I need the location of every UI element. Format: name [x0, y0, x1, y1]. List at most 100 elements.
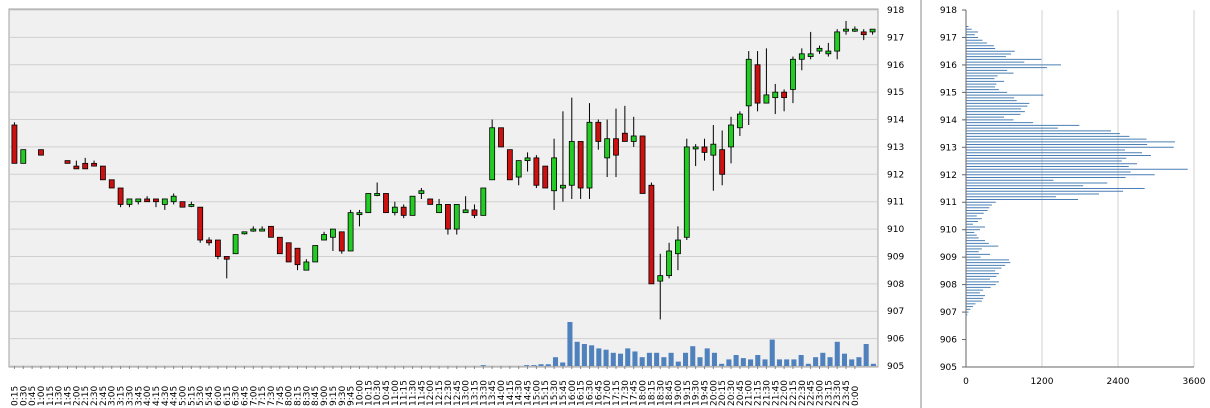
volume-bar	[805, 363, 811, 366]
volume-bar	[726, 359, 732, 366]
volume-profile-panel: 905 906 907 908 909 910 911 912 913 914 915 916 917 9…	[940, 6, 1206, 387]
volume-bar	[748, 359, 754, 366]
candle-body	[179, 201, 186, 208]
time-tick-label: 6:45	[240, 386, 250, 406]
time-tick-label: 14:00	[497, 380, 507, 406]
candle-body	[719, 149, 726, 175]
time-tick-label: 10:30	[373, 380, 383, 406]
candle-body	[745, 58, 752, 107]
candle-body	[675, 239, 681, 255]
time-tick-label: 21:15	[754, 380, 764, 406]
candle-body	[108, 179, 115, 189]
time-tick-label: 20:00	[709, 380, 719, 406]
price-tick-label: 916	[887, 61, 904, 71]
time-tick-label: 23:15	[824, 380, 834, 406]
volume-bar	[820, 352, 826, 366]
candle-body	[657, 275, 664, 282]
time-tick-label: 10:45	[382, 380, 392, 406]
profile-price-tick-label: 914	[940, 116, 957, 126]
volume-bar	[560, 362, 566, 366]
volume-bar	[827, 357, 833, 366]
time-tick-label: 8:30	[302, 386, 312, 406]
time-tick-label: 13:30	[479, 380, 489, 406]
candle-body	[834, 31, 841, 52]
candle-body	[825, 50, 832, 55]
candle-body	[126, 198, 133, 205]
volume-bar	[704, 348, 710, 366]
volume-bar	[552, 357, 559, 366]
price-tick-label: 914	[887, 116, 904, 126]
time-tick-label: 3:00	[108, 386, 118, 406]
time-tick-label: 22:45	[807, 380, 817, 406]
volume-bar	[625, 348, 631, 366]
time-tick-label: 1:00	[37, 386, 47, 406]
profile-price-tick-label: 916	[940, 61, 957, 71]
profile-price-tick-label: 909	[940, 253, 957, 263]
time-tick-label: 20:45	[736, 380, 746, 406]
candle-body	[232, 234, 239, 255]
price-tick-label: 905	[887, 362, 904, 372]
time-tick-label: 0:00	[851, 386, 861, 406]
time-tick-label: 3:30	[125, 386, 135, 406]
candle-body	[144, 198, 151, 203]
profile-price-tick-label: 918	[940, 6, 957, 16]
volume-bar	[531, 365, 537, 366]
profile-price-labels: 905 906 907 908 909 910 911 912 913 914 915 916 917 9…	[940, 6, 966, 373]
volume-bar	[683, 352, 689, 366]
time-axis-labels: 0:150:300:451:001:151:301:452:002:152:30…	[10, 366, 861, 406]
candle-body	[391, 206, 398, 214]
time-tick-label: 11:30	[409, 380, 419, 406]
time-tick-label: 9:15	[329, 386, 339, 406]
candle-body	[365, 193, 372, 214]
time-tick-label: 16:45	[594, 380, 604, 406]
volume-bar	[574, 341, 580, 366]
time-tick-label: 22:00	[780, 380, 790, 406]
time-tick-label: 23:30	[833, 380, 843, 406]
volume-bar	[646, 352, 652, 366]
time-tick-label: 6:15	[223, 386, 233, 406]
price-tick-label: 912	[887, 170, 904, 180]
volume-bar	[856, 357, 862, 366]
candle-body	[250, 228, 257, 232]
candle-body	[436, 204, 442, 214]
time-tick-label: 23:00	[815, 380, 825, 406]
time-tick-label: 10:00	[355, 380, 365, 406]
volume-bar	[675, 361, 681, 366]
time-tick-label: 4:30	[161, 386, 171, 406]
candle-body	[595, 121, 602, 142]
volume-bar	[661, 357, 667, 366]
volume-bar	[617, 353, 624, 366]
price-tick-label: 906	[887, 335, 904, 345]
candle-body	[276, 236, 283, 255]
time-tick-label: 4:15	[152, 386, 162, 406]
candle-body	[489, 127, 496, 181]
volume-bars	[480, 322, 876, 366]
volume-bar	[668, 352, 674, 366]
time-tick-label: 11:45	[417, 380, 427, 406]
time-tick-label: 2:00	[72, 386, 82, 406]
time-tick-label: 16:00	[568, 380, 578, 406]
time-tick-label: 3:45	[134, 386, 144, 406]
time-tick-label: 17:15	[612, 380, 622, 406]
profile-volume-tick-label: 1200	[1031, 377, 1054, 387]
time-tick-label: 7:45	[276, 386, 286, 406]
candle-body	[303, 261, 310, 271]
candle-body	[321, 234, 327, 241]
candle-body	[781, 91, 788, 99]
candle-body	[869, 28, 876, 33]
time-tick-label: 5:30	[196, 386, 206, 406]
candle-body	[754, 64, 761, 104]
candle-body	[772, 91, 779, 99]
volume-bar	[841, 353, 848, 366]
candle-body	[568, 141, 575, 186]
time-tick-label: 10:15	[364, 380, 374, 406]
volume-bar	[632, 351, 638, 366]
candle-body	[197, 206, 204, 241]
candle-body	[560, 184, 566, 189]
candle-body	[807, 53, 814, 57]
volume-bar	[776, 359, 782, 366]
time-tick-label: 18:45	[665, 380, 675, 406]
volume-bar	[610, 352, 616, 366]
time-tick-label: 19:30	[692, 380, 702, 406]
candle-body	[99, 165, 106, 181]
